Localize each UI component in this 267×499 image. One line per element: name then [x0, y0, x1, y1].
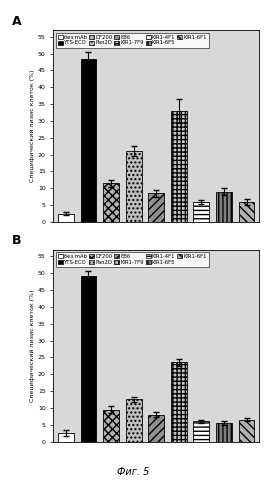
Bar [171, 111, 187, 222]
Legend: без mAb, YTS-ECO, DF200, Pan2D, EB6, KIR1-7F9, KIR1-4F1, KIR1-6F5, KIR1-6F1: без mAb, YTS-ECO, DF200, Pan2D, EB6, KIR… [56, 252, 209, 267]
Bar [148, 194, 164, 222]
Legend: без mAb, YTS-ECO, DF200, Pan2D, EB6, KIR1-7F9, KIR1-4F1, KIR1-6F5, KIR1-6F1: без mAb, YTS-ECO, DF200, Pan2D, EB6, KIR… [56, 32, 209, 47]
Bar [194, 202, 209, 222]
Y-axis label: Специфический лизис клеток (%): Специфический лизис клеток (%) [30, 289, 35, 402]
Bar [148, 415, 164, 442]
Y-axis label: Специфический лизис клеток (%): Специфический лизис клеток (%) [30, 70, 35, 182]
Bar [58, 214, 74, 222]
Bar [216, 423, 232, 442]
Bar [81, 58, 96, 222]
Bar [194, 421, 209, 442]
Bar [81, 276, 96, 442]
Bar [126, 400, 142, 442]
Text: Фиг. 5: Фиг. 5 [117, 467, 150, 477]
Bar [239, 420, 254, 442]
Bar [103, 410, 119, 442]
Bar [126, 151, 142, 222]
Bar [103, 183, 119, 222]
Bar [171, 362, 187, 442]
Bar [239, 202, 254, 222]
Bar [58, 433, 74, 442]
Bar [216, 192, 232, 222]
Text: B: B [12, 234, 22, 247]
Text: A: A [12, 14, 22, 27]
